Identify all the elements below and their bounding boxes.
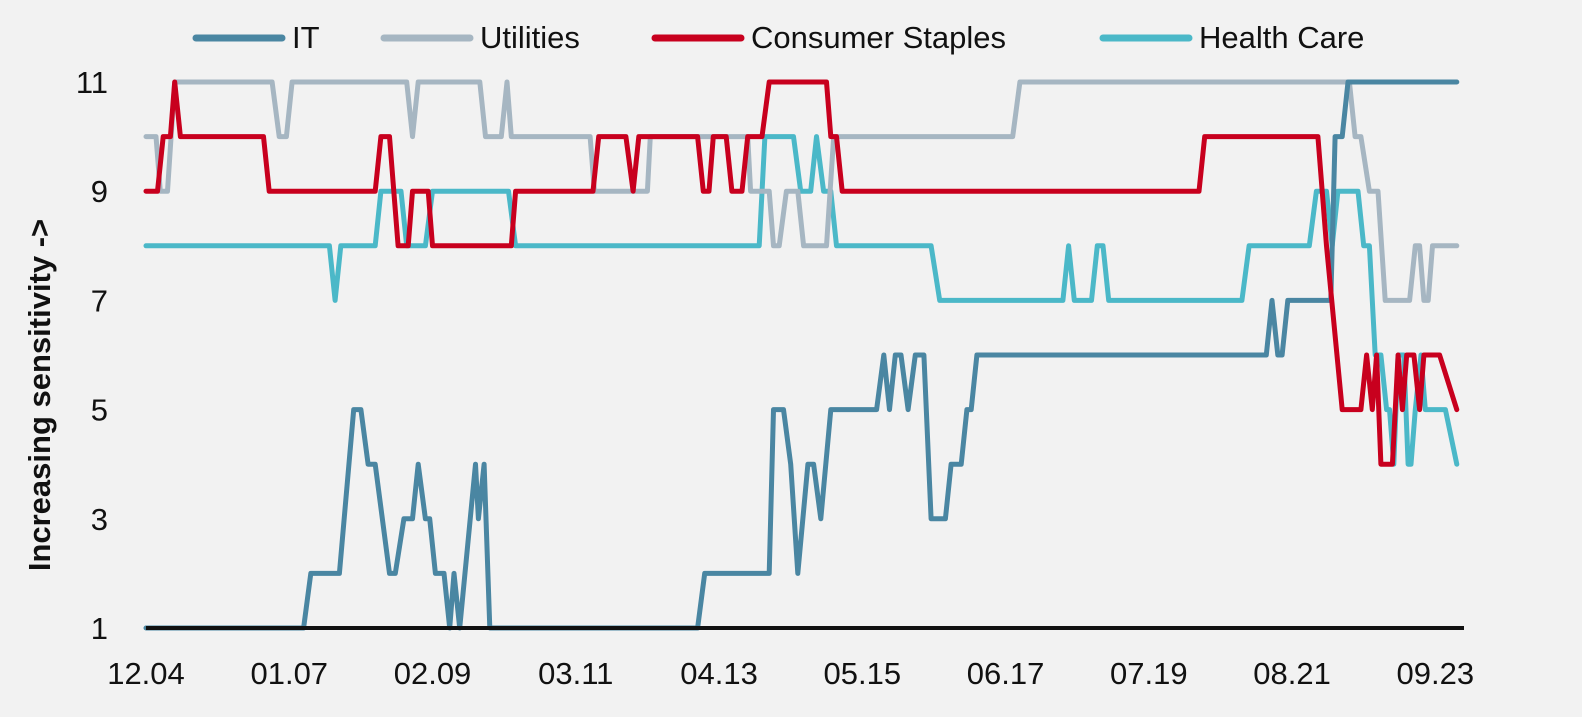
legend-label: Health Care [1199,20,1364,55]
series-line-consumer-staples [143,79,1460,467]
x-tick-label: 04.13 [680,656,758,691]
legend-item-utilities: Utilities [380,20,580,55]
x-tick-label: 08.21 [1253,656,1331,691]
legend-item-health-care: Health Care [1099,20,1364,55]
series-line-it [143,79,1460,631]
x-tick-label: 03.11 [538,656,613,691]
x-axis-ticks: 12.04 01.07 02.09 03.11 04.13 05.15 06.17 07.19… [107,656,1474,691]
y-tick-label: 5 [91,393,108,428]
x-tick-label: 01.07 [250,656,328,691]
x-tick-label: 02.09 [394,656,472,691]
series-line-utilities [143,79,1460,303]
y-tick-label: 11 [76,65,108,100]
y-tick-label: 1 [91,611,108,646]
x-tick-label: 09.23 [1397,656,1475,691]
series-line-health-care [143,134,1460,467]
y-tick-label: 3 [91,502,108,537]
legend-label: IT [292,20,320,55]
y-axis-ticks: 1 3 5 7 9 11 [76,65,108,646]
x-tick-label: 07.19 [1110,656,1188,691]
y-tick-label: 9 [91,174,108,209]
legend: IT Utilities Consumer Staples Health Care [192,20,1364,55]
x-tick-label: 05.15 [824,656,902,691]
series-lines [143,79,1460,631]
y-tick-label: 7 [91,283,108,318]
legend-item-it: IT [192,20,320,55]
legend-label: Consumer Staples [751,20,1006,55]
x-tick-label: 06.17 [967,656,1045,691]
x-tick-label: 12.04 [107,656,185,691]
y-axis-title: Increasing sensitivity -> [22,219,57,571]
legend-label: Utilities [480,20,580,55]
legend-item-consumer-staples: Consumer Staples [651,20,1006,55]
